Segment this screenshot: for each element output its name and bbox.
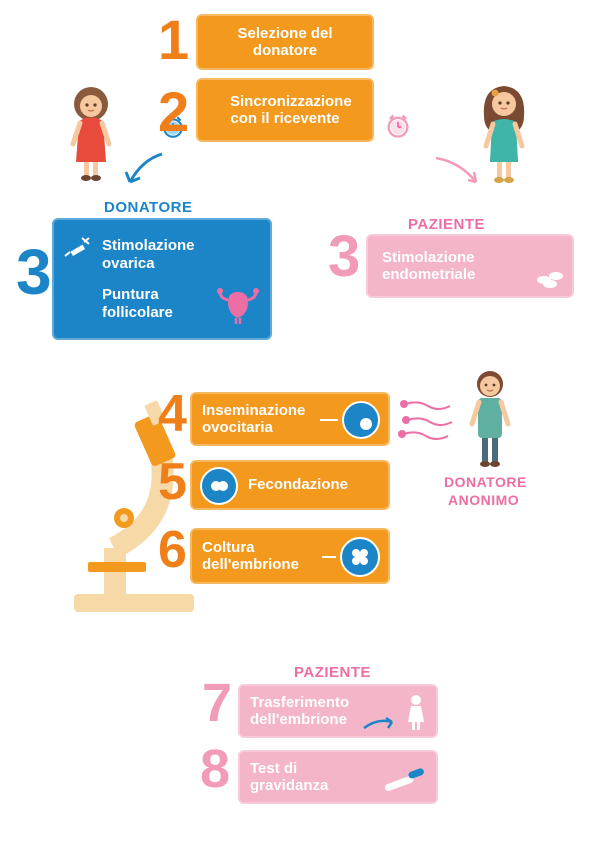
arrow-right-icon: [430, 152, 486, 192]
step-2-num: 2: [158, 84, 189, 140]
step-7-num: 7: [202, 676, 232, 730]
step-4-box: Inseminazione ovocitaria: [190, 392, 390, 446]
anonymous-donor-label-1: DONATORE: [444, 474, 527, 490]
woman-silhouette-icon: [404, 694, 428, 732]
step-3-patient-text: Stimolazione endometriale: [382, 249, 512, 284]
step-2-box: Sincronizzazione con il ricevente: [196, 78, 374, 142]
paziente-label-2: PAZIENTE: [294, 664, 371, 681]
step-8-box: Test di gravidanza: [238, 750, 438, 804]
anonymous-donor-icon: [460, 368, 520, 472]
anonymous-donor-label-2: ANONIMO: [448, 492, 519, 508]
step-8-num: 8: [200, 742, 230, 796]
sperm-icon: [398, 394, 458, 442]
step-3-donor-text2: Puntura follicolare: [102, 286, 212, 321]
step-7-text: Trasferimento dell'embrione: [250, 694, 370, 729]
clock-icon: [384, 112, 412, 140]
arrow-transfer-icon: [362, 714, 398, 732]
donatore-label: DONATORE: [104, 199, 192, 216]
step-6-num: 6: [158, 524, 187, 576]
step-2-text: Sincronizzazione con il ricevente: [230, 93, 340, 128]
step-6-text: Coltura dell'embrione: [202, 539, 312, 574]
step-4-text: Inseminazione ovocitaria: [202, 402, 322, 437]
step-3-donor-box: Stimolazione ovarica Puntura follicolare: [52, 218, 272, 340]
step-3-donor-num: 3: [16, 240, 52, 304]
paziente-label: PAZIENTE: [408, 216, 485, 233]
step-1-text: Selezione del donatore: [208, 25, 362, 60]
step-3-donor-text1: Stimolazione ovarica: [102, 237, 212, 272]
pregnancy-test-icon: [380, 766, 428, 792]
arrow-left-icon: [120, 150, 170, 194]
infographic-root: Selezione del donatore 1 Sincronizzazion…: [0, 0, 600, 860]
step-4-num: 4: [158, 388, 187, 440]
step-7-box: Trasferimento dell'embrione: [238, 684, 438, 738]
oocyte-icon: [342, 401, 380, 439]
step-3-patient-num: 3: [328, 228, 360, 286]
step-1-box: Selezione del donatore: [196, 14, 374, 70]
step-8-text: Test di gravidanza: [250, 760, 360, 795]
step-5-text: Fecondazione: [248, 476, 348, 493]
step-6-box: Coltura dell'embrione: [190, 528, 390, 584]
step-1-num: 1: [158, 12, 189, 68]
donor-figure-icon: [62, 86, 120, 182]
pills-icon: [534, 264, 566, 288]
step-5-box: Fecondazione: [190, 460, 390, 510]
step-5-num: 5: [158, 456, 187, 508]
syringe-icon: [62, 234, 92, 264]
step-3-patient-box: Stimolazione endometriale: [366, 234, 574, 298]
embryo-icon: [340, 537, 380, 577]
uterus-icon: [216, 284, 260, 328]
fertilization-icon: [200, 467, 238, 505]
